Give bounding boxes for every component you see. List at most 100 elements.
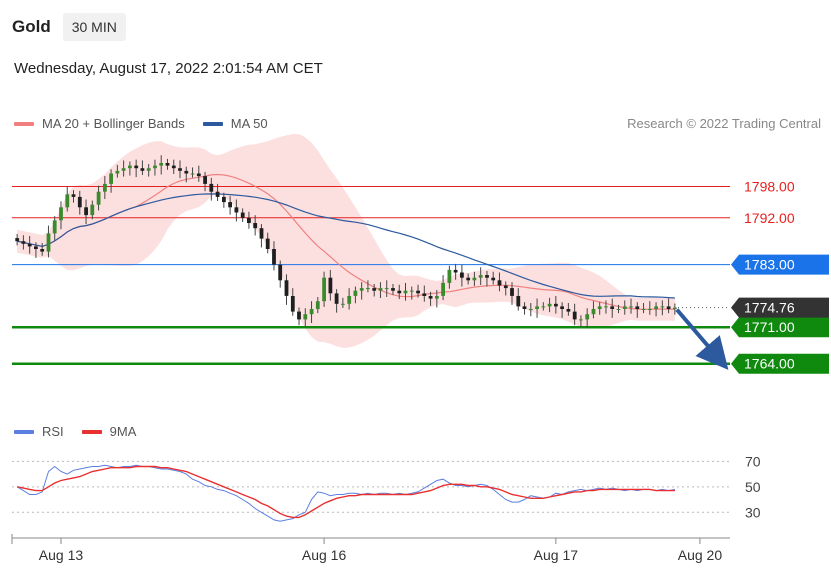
rsi-panel: 70 50 30	[12, 453, 761, 522]
x-tick-label: Aug 16	[302, 547, 347, 563]
candle-body	[522, 306, 527, 309]
candle	[115, 164, 120, 178]
candle	[554, 295, 558, 314]
candle-body	[284, 280, 289, 296]
candle	[65, 186, 70, 212]
candle-body	[453, 269, 458, 273]
candle	[315, 297, 320, 314]
candle	[165, 158, 170, 170]
candle-body	[372, 288, 377, 291]
x-tick-label: Aug 20	[678, 547, 723, 563]
candle	[190, 167, 195, 178]
candle-body	[278, 264, 283, 281]
candle	[654, 302, 658, 317]
candle-body	[228, 202, 232, 208]
candle	[203, 171, 207, 192]
candle-body	[303, 314, 308, 320]
candle-body	[591, 309, 596, 315]
candle	[59, 201, 63, 230]
candle	[579, 315, 583, 327]
candle	[297, 307, 301, 326]
candle	[666, 298, 671, 314]
candle	[616, 304, 621, 314]
candle-body	[409, 290, 414, 292]
candle	[90, 200, 95, 220]
candle-body	[572, 311, 577, 320]
candle-body	[560, 306, 564, 309]
candle	[146, 164, 151, 177]
candle	[591, 301, 596, 319]
candle-body	[121, 168, 126, 171]
interval-selector[interactable]: 30 MIN	[62, 13, 126, 41]
candle-body	[647, 309, 652, 310]
candle-body	[660, 306, 665, 308]
candle	[416, 284, 420, 298]
candle	[466, 273, 471, 285]
candle-body	[146, 168, 151, 171]
candle	[497, 272, 502, 292]
candle-body	[215, 191, 220, 197]
candle-body	[466, 277, 471, 281]
candle	[259, 224, 264, 248]
legend-swatch-ma50	[202, 121, 223, 126]
candle-body	[416, 290, 420, 294]
candle	[635, 302, 640, 318]
candle-body	[184, 170, 189, 174]
candle	[46, 225, 51, 258]
candle-body	[234, 207, 239, 213]
price-tag-1764.00-bg	[731, 353, 829, 374]
candle	[284, 274, 289, 305]
legend-label-ma50: MA 50	[230, 116, 268, 131]
candle-body	[297, 311, 301, 320]
candle-body	[315, 301, 320, 309]
rsi-legend: RSI 9MA	[14, 424, 154, 439]
candle	[234, 199, 239, 222]
candles	[15, 155, 677, 329]
candle	[240, 208, 245, 222]
x-tick-label: Aug 13	[39, 547, 84, 563]
legend-swatch-9ma	[81, 429, 102, 434]
candle-body	[40, 249, 45, 252]
candle-body	[103, 183, 107, 192]
candle-body	[547, 303, 552, 307]
rsi-line-RSI	[16, 464, 675, 522]
candle-body	[52, 220, 57, 234]
candle	[265, 232, 270, 254]
candle-body	[422, 293, 427, 296]
candle	[422, 285, 427, 302]
candle	[272, 241, 276, 271]
candle-body	[673, 307, 677, 309]
candle-body	[516, 296, 521, 307]
candle-body	[90, 204, 95, 216]
candle	[322, 271, 326, 307]
candle	[485, 270, 489, 287]
price-tag-current: 1774.76	[731, 297, 829, 318]
candle	[510, 282, 514, 305]
candle	[15, 233, 20, 246]
candle	[77, 190, 82, 215]
chart-header: Gold 30 MIN	[12, 12, 126, 42]
price-tag-1771.00: 1771.00	[731, 317, 829, 338]
candle-body	[635, 306, 640, 309]
candle-body	[616, 309, 621, 310]
candle	[397, 284, 402, 300]
rsi-tick-label: 70	[745, 453, 761, 469]
candle	[604, 300, 608, 314]
candle-body	[460, 272, 464, 278]
candle	[153, 159, 157, 176]
candle	[309, 301, 314, 324]
candle-body	[59, 207, 63, 221]
level-lines	[12, 185, 730, 365]
candle-body	[378, 288, 383, 291]
candle-body	[322, 277, 326, 302]
candle-body	[604, 306, 608, 308]
candle-body	[622, 306, 627, 309]
candle-body	[115, 170, 120, 174]
candle	[622, 300, 627, 315]
candle	[478, 267, 483, 286]
candle-body	[359, 288, 364, 291]
candle-body	[441, 282, 445, 296]
candle	[366, 280, 370, 293]
candle	[391, 283, 395, 295]
